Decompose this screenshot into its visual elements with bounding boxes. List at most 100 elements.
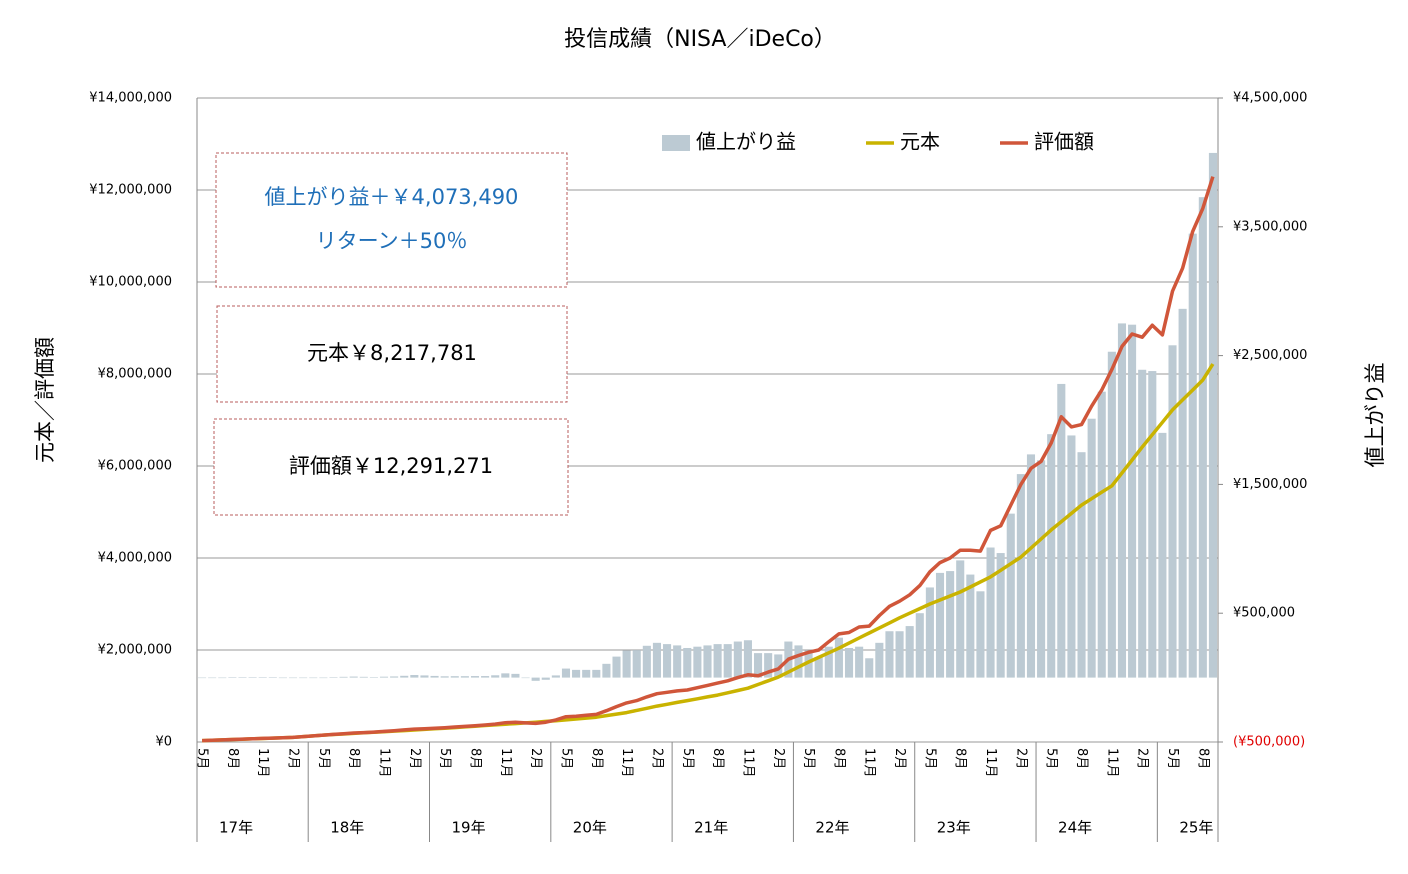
bar [1188,233,1197,678]
x-tick-label: 8月 [467,748,482,769]
bar [693,646,702,678]
bar [754,653,763,678]
bar [248,677,257,678]
x-group-label: 17年 [219,819,253,837]
annotation-box [216,305,568,403]
bar [824,646,833,678]
x-tick-label: 8月 [225,748,240,769]
bar [582,669,591,678]
bar [349,676,358,678]
bar [460,676,469,678]
bar [278,677,287,679]
bar [885,631,894,678]
bar [743,640,752,678]
x-group-label: 23年 [937,819,971,837]
bar [996,553,1005,678]
bar [804,650,813,678]
bar [198,677,207,679]
bar [228,677,237,678]
y-tick-label: ¥12,000,000 [89,183,172,198]
bar [642,645,651,678]
bar [814,656,823,678]
bar [1107,351,1116,678]
bar [1208,152,1217,678]
annotation-box [215,152,568,288]
bar [1087,418,1096,678]
bar [703,645,712,678]
x-group-label: 25年 [1179,819,1213,837]
bar [551,675,560,678]
bar [491,675,500,678]
bar [622,650,631,678]
bar [481,676,490,678]
legend-label: 値上がり益 [696,130,796,154]
x-group-label: 19年 [452,819,486,837]
x-tick-label: 11月 [619,748,634,778]
bar [632,650,641,678]
annotation-text: 値上がり益＋￥4,073,490 [265,185,519,209]
bar [905,626,914,678]
bar [865,658,874,678]
x-tick-label: 11月 [1104,748,1119,778]
bar [1117,323,1127,678]
bar [723,644,732,678]
y-tick-label: ¥14,000,000 [89,91,172,106]
y2-tick-label: ¥2,500,000 [1233,348,1307,363]
bar [966,574,975,678]
bar [1057,383,1066,678]
x-tick-label: 5月 [1165,748,1180,769]
bar [834,637,843,678]
bar [663,644,672,678]
bar [561,668,571,678]
legend-swatch [662,135,690,151]
x-tick-label: 5月 [680,748,695,769]
bar [440,676,449,678]
x-tick-label: 11月 [862,748,877,778]
y-tick-label: ¥8,000,000 [98,367,172,382]
y-tick-label: ¥6,000,000 [98,459,172,474]
bar [875,642,884,678]
bar [511,673,520,678]
bar [359,676,368,678]
x-tick-label: 8月 [589,748,604,769]
bar [410,675,419,678]
x-group-label: 18年 [330,819,364,837]
bar [501,673,510,678]
bar [369,677,378,678]
bar [925,587,934,678]
x-tick-label: 5月 [316,748,331,769]
x-tick-label: 2月 [649,748,664,769]
bar [1006,513,1015,678]
bar [258,677,267,678]
bar [329,677,338,678]
x-tick-label: 8月 [710,748,725,769]
bar [956,560,965,678]
x-tick-label: 5月 [801,748,816,769]
y2-tick-label: ¥3,500,000 [1233,219,1307,234]
bar [844,647,854,678]
bar [1077,452,1086,678]
bar [521,677,530,679]
x-tick-label: 5月 [922,748,937,769]
x-tick-label: 2月 [1135,748,1150,769]
x-tick-label: 11月 [498,748,513,778]
bar [895,631,904,678]
annotation-text: 元本￥8,217,781 [307,341,477,365]
bar [683,647,692,678]
bar [986,547,995,678]
x-tick-label: 5月 [558,748,573,769]
bar [470,676,480,678]
bar [299,677,308,679]
bar [1016,474,1025,678]
y2-tick-label: ¥500,000 [1233,606,1295,621]
y-axis-label: 元本／評価額 [33,337,57,463]
bar [339,676,348,678]
bar [592,669,601,678]
bar [400,675,409,678]
bar [268,677,277,678]
annotation-text: リターン＋50％ [316,229,468,253]
y2-tick-label: ¥1,500,000 [1233,477,1307,492]
bar [572,669,581,678]
x-tick-label: 8月 [1074,748,1089,769]
x-tick-label: 8月 [831,748,846,769]
